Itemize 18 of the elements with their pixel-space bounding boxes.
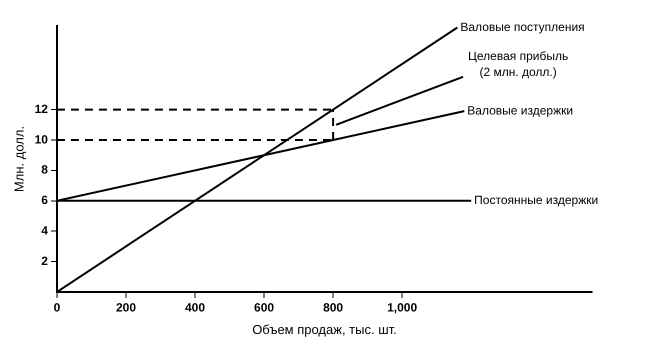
annotation: Целевая прибыль (2 млн. долл.) bbox=[468, 49, 568, 80]
x-tick-label: 800 bbox=[323, 300, 344, 315]
x-tick-label: 400 bbox=[185, 300, 206, 315]
x-tick-label: 0 bbox=[54, 300, 61, 315]
series-label: Постоянные издержки bbox=[474, 193, 598, 208]
y-axis-title: Млн. долл. bbox=[11, 126, 26, 192]
y-tick-label: 6 bbox=[41, 193, 48, 208]
x-tick-label: 200 bbox=[116, 300, 136, 315]
series-label: Валовые издержки bbox=[467, 103, 574, 118]
y-tick-label: 10 bbox=[34, 132, 48, 146]
x-axis-title: Объем продаж, тыс. шт. bbox=[252, 322, 397, 337]
y-tick-label: 4 bbox=[41, 224, 48, 238]
series-label: Валовые поступления bbox=[460, 20, 585, 34]
y-tick-label: 2 bbox=[41, 254, 48, 268]
y-tick-label: 8 bbox=[41, 162, 48, 177]
y-tick-label: 12 bbox=[34, 102, 48, 116]
x-tick-label: 1,000 bbox=[387, 300, 418, 315]
x-tick-label: 600 bbox=[254, 300, 274, 315]
